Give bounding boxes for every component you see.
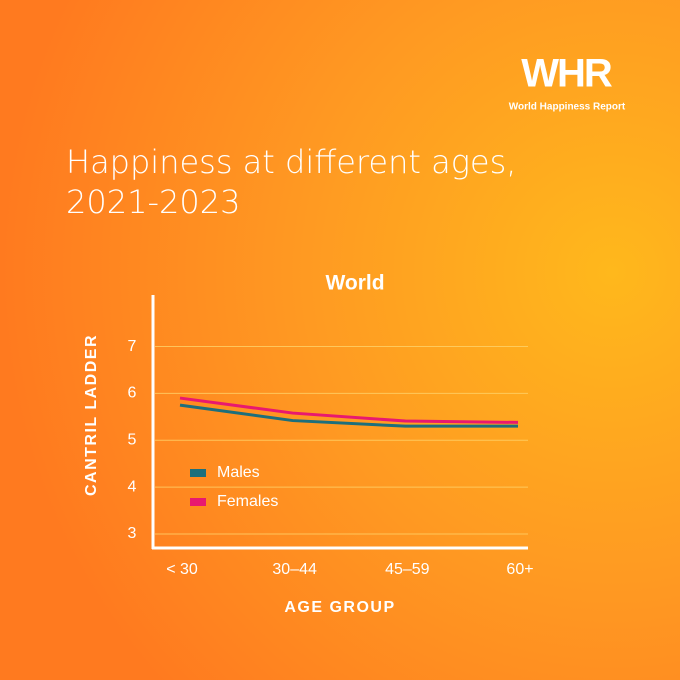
- y-tick-label: 4: [128, 478, 137, 495]
- x-axis-label: AGE GROUP: [284, 599, 395, 616]
- x-tick-label: 45–59: [385, 561, 430, 578]
- legend-label: Females: [217, 493, 278, 510]
- x-tick-label: 30–44: [272, 561, 317, 578]
- y-tick-label: 6: [128, 385, 137, 402]
- chart-title: Happiness at different ages, 2021-2023: [66, 143, 517, 221]
- title-box: Happiness at different ages, 2021-2023: [66, 143, 517, 221]
- logo-name: World Happiness Report: [509, 102, 626, 113]
- x-tick-label: < 30: [166, 561, 198, 578]
- chart-subtitle: World: [325, 272, 384, 295]
- series-line: [179, 396, 519, 424]
- y-tick-label: 5: [128, 431, 137, 448]
- y-tick-label: 3: [128, 525, 137, 542]
- legend-label: Males: [217, 464, 260, 481]
- legend-swatch: [190, 498, 206, 506]
- logo-mark: WHR: [521, 52, 613, 96]
- series-line: [179, 403, 518, 428]
- legend-swatch: [190, 469, 206, 477]
- x-tick-label: 60+: [506, 561, 533, 578]
- y-tick-label: 7: [128, 338, 137, 355]
- y-axis-label: CANTRIL LADDER: [83, 334, 100, 496]
